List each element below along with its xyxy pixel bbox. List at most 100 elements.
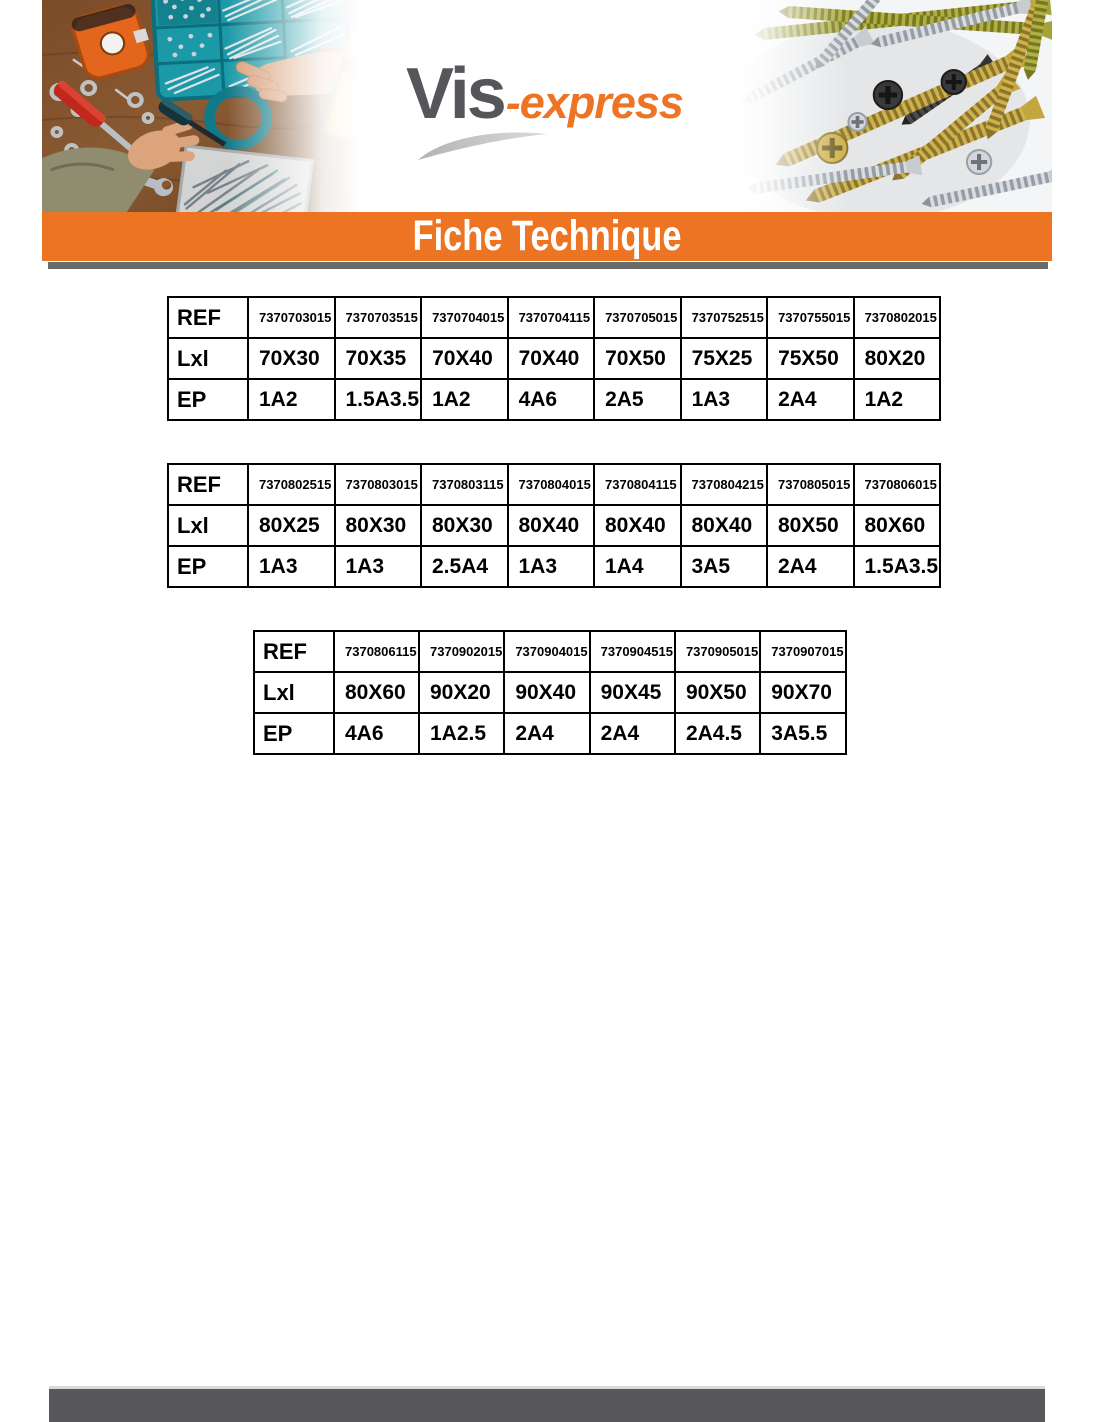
ep-cell: 1A2 xyxy=(852,378,942,421)
dim-cell: 90X20 xyxy=(417,671,506,714)
ref-cell: 7370803015 xyxy=(333,463,422,506)
ep-cell: 3A5 xyxy=(679,545,768,588)
ref-cell: 7370704015 xyxy=(420,296,509,339)
ep-row: EP 1A2 1.5A3.5 1A2 4A6 2A5 1A3 2A4 1A2 xyxy=(167,378,942,421)
ref-cell: 7370755015 xyxy=(766,296,855,339)
logo-swoosh xyxy=(418,132,548,160)
ref-row-label: REF xyxy=(253,630,335,673)
dim-cell: 70X50 xyxy=(593,337,682,380)
banner-underline xyxy=(48,262,1048,269)
dim-cell: 90X40 xyxy=(503,671,591,714)
ref-cell: 7370804015 xyxy=(506,463,595,506)
ref-row: REF 7370802515 7370803015 7370803115 7370804… xyxy=(167,463,942,506)
photo-fade xyxy=(42,0,360,212)
dim-cell: 80X40 xyxy=(679,504,768,547)
dim-cell: 70X35 xyxy=(333,337,423,380)
dim-cell: 90X45 xyxy=(588,671,676,714)
dim-cell: 80X60 xyxy=(333,671,420,714)
ep-cell: 1A3 xyxy=(506,545,595,588)
ep-cell: 1A3 xyxy=(679,378,769,421)
ref-row-label: REF xyxy=(167,296,249,339)
ep-cell: 2A4.5 xyxy=(673,712,762,755)
spec-table-3: REF 7370806115 7370902015 7370904015 7370904… xyxy=(253,630,847,755)
dim-cell: 80X25 xyxy=(247,504,336,547)
ep-cell: 1A3 xyxy=(333,545,422,588)
ep-row-label: EP xyxy=(253,712,335,755)
spec-table-1: REF 7370703015 7370703515 7370704015 7370704… xyxy=(167,296,942,421)
dim-cell: 80X30 xyxy=(333,504,422,547)
ref-cell: 7370703015 xyxy=(247,296,336,339)
ep-row-label: EP xyxy=(167,545,249,588)
ref-cell: 7370905015 xyxy=(673,630,762,673)
ref-cell: 7370902015 xyxy=(417,630,506,673)
banner: Fiche Technique xyxy=(42,212,1052,261)
dim-cell: 70X40 xyxy=(506,337,596,380)
ref-cell: 7370703515 xyxy=(333,296,423,339)
ref-cell: 7370804215 xyxy=(679,463,768,506)
ref-cell: 7370752515 xyxy=(679,296,769,339)
ref-cell: 7370704115 xyxy=(506,296,596,339)
ref-cell: 7370904015 xyxy=(503,630,591,673)
dim-cell: 90X70 xyxy=(759,671,847,714)
dim-cell: 80X20 xyxy=(852,337,942,380)
header-photo-right xyxy=(736,0,1052,212)
ref-row: REF 7370806115 7370902015 7370904015 7370904… xyxy=(253,630,847,673)
dim-row-label: Lxl xyxy=(253,671,335,714)
dim-cell: 75X50 xyxy=(766,337,855,380)
ref-cell: 7370802015 xyxy=(852,296,942,339)
ref-cell: 7370803115 xyxy=(420,463,509,506)
ep-cell: 1A2 xyxy=(247,378,336,421)
spec-table-2: REF 7370802515 7370803015 7370803115 7370804… xyxy=(167,463,942,588)
ref-cell: 7370804115 xyxy=(593,463,682,506)
dim-cell: 70X30 xyxy=(247,337,336,380)
dim-row: Lxl 80X25 80X30 80X30 80X40 80X40 80X40 80X50 80… xyxy=(167,504,942,547)
ep-cell: 2.5A4 xyxy=(420,545,509,588)
dim-cell: 80X30 xyxy=(420,504,509,547)
dim-cell: 70X40 xyxy=(420,337,509,380)
ref-cell: 7370805015 xyxy=(766,463,855,506)
ref-cell: 7370806015 xyxy=(852,463,942,506)
ep-cell: 2A4 xyxy=(766,545,855,588)
dim-cell: 80X60 xyxy=(852,504,942,547)
footer-bar xyxy=(49,1386,1045,1422)
brand-logo: Vis-express xyxy=(406,58,684,130)
ep-cell: 2A4 xyxy=(588,712,676,755)
dim-row: Lxl 80X60 90X20 90X40 90X45 90X50 90X70 xyxy=(253,671,847,714)
ep-cell: 1A2 xyxy=(420,378,509,421)
dim-cell: 75X25 xyxy=(679,337,769,380)
ep-cell: 1A3 xyxy=(247,545,336,588)
dim-cell: 80X40 xyxy=(593,504,682,547)
ep-cell: 4A6 xyxy=(506,378,596,421)
ref-row-label: REF xyxy=(167,463,249,506)
dim-cell: 80X50 xyxy=(766,504,855,547)
brand-name-vis: Vis xyxy=(406,54,507,134)
dim-row-label: Lxl xyxy=(167,504,249,547)
ep-row: EP 1A3 1A3 2.5A4 1A3 1A4 3A5 2A4 1.5A3.5 xyxy=(167,545,942,588)
dim-row: Lxl 70X30 70X35 70X40 70X40 70X50 75X25 75X50 80… xyxy=(167,337,942,380)
brand-name-express: -express xyxy=(505,77,684,128)
ep-cell: 1.5A3.5 xyxy=(333,378,423,421)
ep-row: EP 4A6 1A2.5 2A4 2A4 2A4.5 3A5.5 xyxy=(253,712,847,755)
dim-cell: 80X40 xyxy=(506,504,595,547)
ep-cell: 2A4 xyxy=(766,378,855,421)
ref-row: REF 7370703015 7370703515 7370704015 7370704… xyxy=(167,296,942,339)
ref-cell: 7370802515 xyxy=(247,463,336,506)
ep-cell: 2A5 xyxy=(593,378,682,421)
ref-cell: 7370705015 xyxy=(593,296,682,339)
page-title: Fiche Technique xyxy=(412,212,682,260)
dim-row-label: Lxl xyxy=(167,337,249,380)
ep-row-label: EP xyxy=(167,378,249,421)
ep-cell: 4A6 xyxy=(333,712,420,755)
ep-cell: 2A4 xyxy=(503,712,591,755)
ref-cell: 7370907015 xyxy=(759,630,847,673)
ref-cell: 7370806115 xyxy=(333,630,420,673)
ep-cell: 3A5.5 xyxy=(759,712,847,755)
ep-cell: 1.5A3.5 xyxy=(852,545,942,588)
ref-cell: 7370904515 xyxy=(588,630,676,673)
dim-cell: 90X50 xyxy=(673,671,762,714)
photo-fade xyxy=(736,0,1052,212)
ep-cell: 1A4 xyxy=(593,545,682,588)
header-photo-left xyxy=(42,0,360,212)
ep-cell: 1A2.5 xyxy=(417,712,506,755)
